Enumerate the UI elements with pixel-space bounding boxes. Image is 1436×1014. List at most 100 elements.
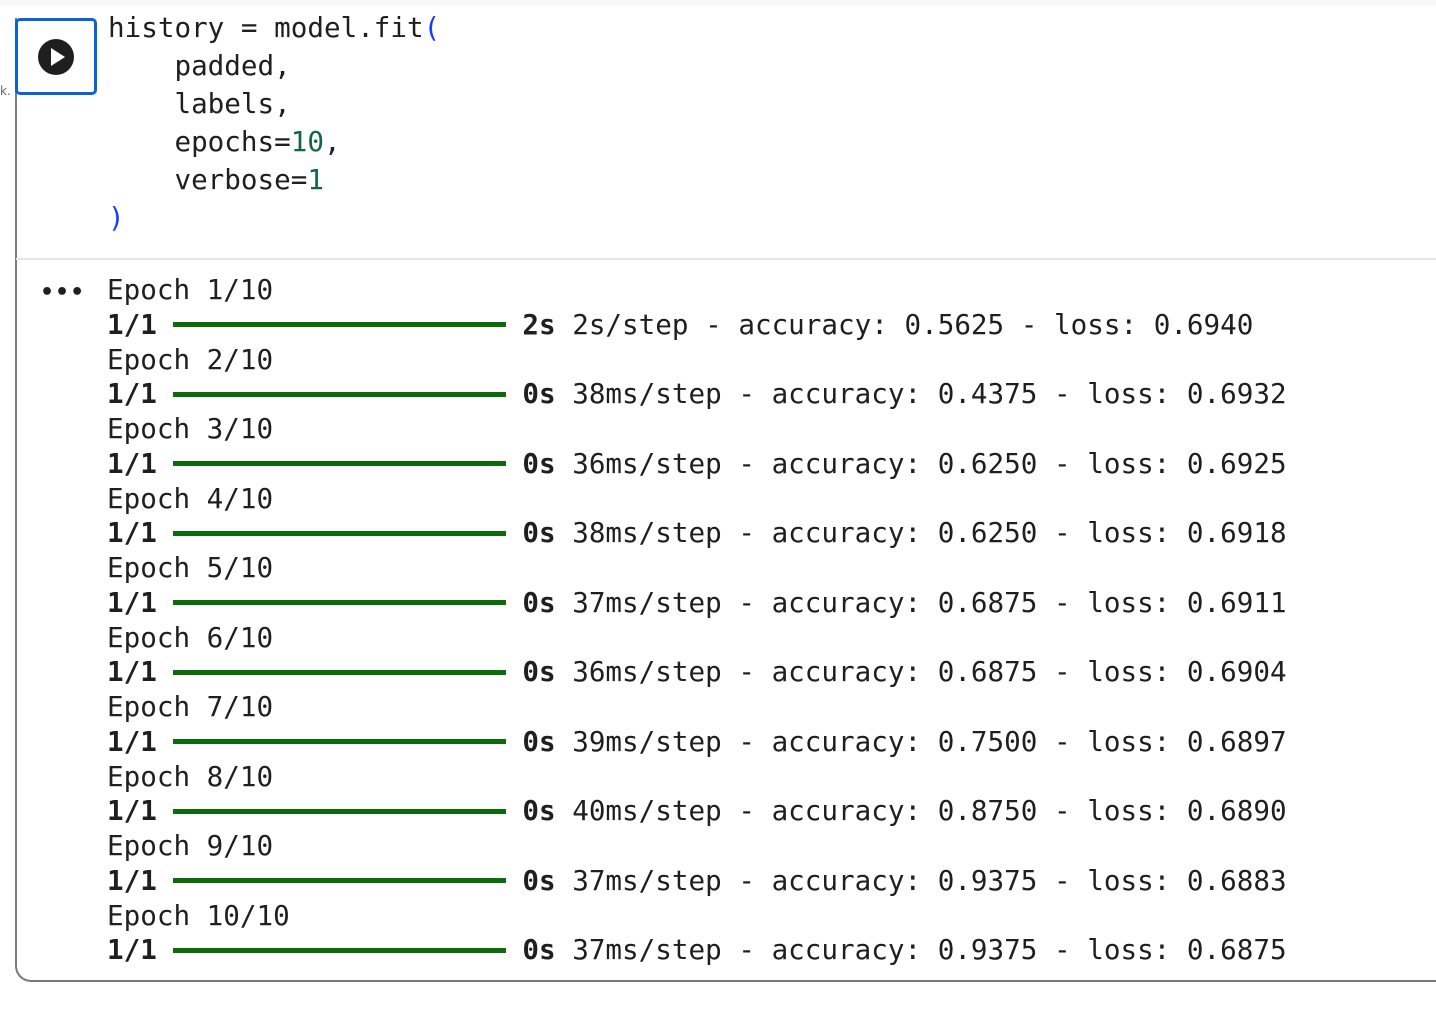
epoch-progress-line: 1/1 0s 38ms/step - accuracy: 0.6250 - lo… <box>107 516 1287 551</box>
elapsed-time: 0s <box>522 516 556 550</box>
epoch-progress-line: 1/1 0s 36ms/step - accuracy: 0.6250 - lo… <box>107 447 1287 482</box>
progress-bar <box>173 530 506 536</box>
epoch-label: Epoch 7/10 <box>107 690 274 723</box>
accuracy-value: 0.4375 <box>937 377 1038 411</box>
accuracy-value: 0.5625 <box>904 307 1005 341</box>
progress-bar <box>173 600 506 606</box>
epoch-label: Epoch 1/10 <box>107 273 274 306</box>
metric-separator: - <box>721 585 772 619</box>
step-rate: 37ms/step <box>572 863 722 897</box>
epoch-label: Epoch 4/10 <box>107 481 274 515</box>
code-paren: ) <box>108 201 125 234</box>
accuracy-label: accuracy: <box>771 377 938 411</box>
epoch-label: Epoch 9/10 <box>107 829 274 862</box>
output-menu-button[interactable]: ••• <box>40 280 86 305</box>
step-count: 1/1 <box>107 863 157 897</box>
cell-output: Epoch 1/10 1/1 2s 2s/step - accuracy: 0.5… <box>107 273 1287 968</box>
code-line: padded, <box>108 49 291 82</box>
play-circle-icon <box>38 38 74 75</box>
epoch-label: Epoch 2/10 <box>107 342 274 376</box>
metric-separator: - <box>1037 585 1088 619</box>
metric-separator: - <box>721 794 772 828</box>
progress-bar <box>173 669 506 675</box>
loss-value: 0.6883 <box>1186 863 1287 897</box>
metric-separator: - <box>721 933 772 967</box>
accuracy-label: accuracy: <box>771 863 938 897</box>
loss-label: loss: <box>1087 724 1187 758</box>
epoch-label: Epoch 10/10 <box>107 898 290 932</box>
epoch-progress-line: 1/1 0s 39ms/step - accuracy: 0.7500 - lo… <box>107 725 1287 760</box>
loss-value: 0.6890 <box>1186 794 1287 828</box>
step-count: 1/1 <box>107 307 157 341</box>
metric-separator: - <box>1037 933 1088 967</box>
code-editor[interactable]: history = model.fit( padded, labels, epo… <box>108 9 440 237</box>
run-cell-button[interactable] <box>15 18 97 95</box>
loss-label: loss: <box>1087 655 1187 689</box>
progress-bar <box>173 322 506 328</box>
metric-separator: - <box>1037 516 1088 550</box>
step-count: 1/1 <box>107 585 157 619</box>
metric-separator: - <box>1004 307 1055 341</box>
step-count: 1/1 <box>107 933 157 967</box>
step-rate: 36ms/step <box>572 446 722 480</box>
accuracy-value: 0.7500 <box>937 724 1038 758</box>
elapsed-time: 0s <box>522 724 556 758</box>
accuracy-value: 0.6875 <box>937 585 1038 619</box>
loss-label: loss: <box>1054 307 1154 341</box>
output-divider <box>16 258 1436 260</box>
code-line: epochs= <box>108 125 291 158</box>
accuracy-label: accuracy: <box>771 446 938 480</box>
metric-separator: - <box>688 307 739 341</box>
loss-value: 0.6932 <box>1186 377 1287 411</box>
loss-label: loss: <box>1087 446 1187 480</box>
progress-bar <box>173 739 506 745</box>
step-count: 1/1 <box>107 516 157 550</box>
loss-label: loss: <box>1087 377 1187 411</box>
progress-bar <box>173 947 506 953</box>
loss-value: 0.6925 <box>1186 446 1287 480</box>
epoch-label: Epoch 8/10 <box>107 759 274 793</box>
epoch-label: Epoch 6/10 <box>107 620 274 654</box>
metric-separator: - <box>721 377 772 411</box>
loss-value: 0.6918 <box>1186 516 1287 550</box>
step-count: 1/1 <box>107 446 157 480</box>
elapsed-time: 0s <box>522 446 556 480</box>
code-number: 10 <box>290 125 324 158</box>
elapsed-time: 0s <box>522 863 556 897</box>
elapsed-time: 2s <box>522 307 556 341</box>
step-rate: 40ms/step <box>572 794 722 828</box>
code-line: labels, <box>108 87 291 120</box>
accuracy-value: 0.9375 <box>937 933 1038 967</box>
elapsed-time: 0s <box>522 933 556 967</box>
metric-separator: - <box>1037 377 1088 411</box>
accuracy-label: accuracy: <box>771 655 938 689</box>
metric-separator: - <box>721 724 772 758</box>
accuracy-label: accuracy: <box>771 585 938 619</box>
loss-value: 0.6875 <box>1186 933 1287 967</box>
step-count: 1/1 <box>107 724 157 758</box>
epoch-progress-line: 1/1 0s 37ms/step - accuracy: 0.9375 - lo… <box>107 933 1287 968</box>
code-cell[interactable] <box>15 18 1436 982</box>
loss-label: loss: <box>1087 863 1187 897</box>
loss-value: 0.6904 <box>1186 655 1287 689</box>
accuracy-label: accuracy: <box>771 794 938 828</box>
epoch-progress-line: 1/1 0s 37ms/step - accuracy: 0.6875 - lo… <box>107 586 1287 621</box>
epoch-progress-line: 1/1 0s 40ms/step - accuracy: 0.8750 - lo… <box>107 794 1287 829</box>
metric-separator: - <box>1037 655 1088 689</box>
loss-label: loss: <box>1087 585 1187 619</box>
metric-separator: - <box>721 516 772 550</box>
elapsed-time: 0s <box>522 377 556 411</box>
accuracy-value: 0.6875 <box>937 655 1038 689</box>
loss-value: 0.6897 <box>1186 724 1287 758</box>
accuracy-value: 0.6250 <box>937 516 1038 550</box>
metric-separator: - <box>1037 724 1088 758</box>
accuracy-label: accuracy: <box>738 307 905 341</box>
loss-label: loss: <box>1087 933 1187 967</box>
elapsed-time: 0s <box>522 655 556 689</box>
step-count: 1/1 <box>107 377 157 411</box>
code-number: 1 <box>307 163 324 196</box>
accuracy-label: accuracy: <box>771 516 938 550</box>
accuracy-label: accuracy: <box>771 933 938 967</box>
elapsed-time: 0s <box>522 585 556 619</box>
step-rate: 38ms/step <box>572 516 722 550</box>
